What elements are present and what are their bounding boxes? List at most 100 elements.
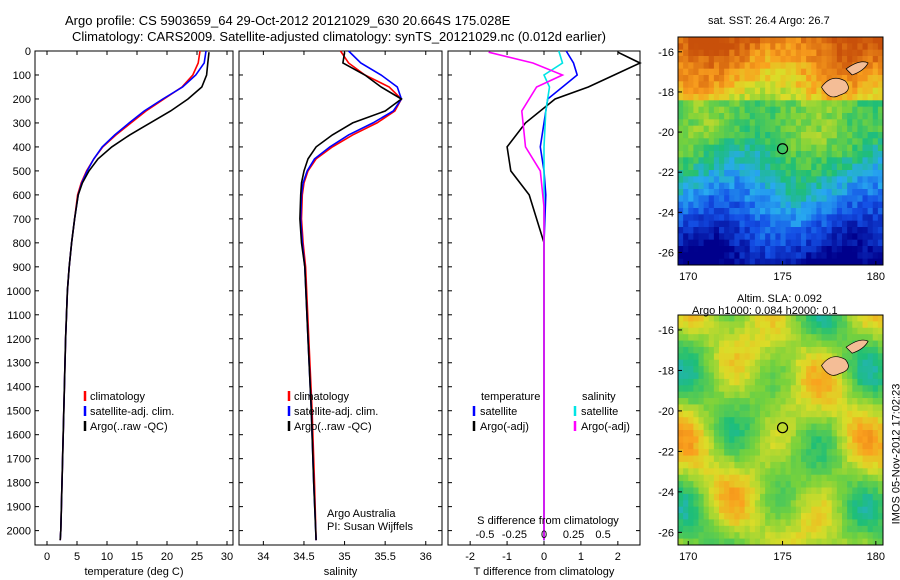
sla-cell [719,398,725,405]
sst-cell [806,252,812,260]
sst-cell [739,170,746,177]
sst-cell [795,220,802,228]
sla-cell [836,385,843,393]
sst-cell [806,113,812,120]
sst-cell [862,233,869,241]
sst-cell [877,37,884,44]
sst-cell [790,132,797,139]
sla-cell [688,340,694,348]
sla-cell [801,404,807,412]
sst-cell [862,68,869,76]
sst-cell [867,176,874,184]
sst-cell [708,151,715,158]
sst-cell [770,119,776,127]
sla-cell [872,436,879,444]
sla-cell [831,442,838,450]
sst-cell [744,125,751,133]
sla-cell [867,442,874,450]
sla-cell [760,481,766,488]
sst-cell [770,100,776,108]
sla-cell [734,423,740,431]
sst-cell [775,246,781,253]
sst-cell [708,144,715,152]
sst-cell [729,182,735,190]
sla-cell [801,334,807,341]
sla-cell [780,493,787,501]
sst-cell [857,37,863,44]
sst-cell [713,43,720,51]
sst-cell [724,252,730,260]
sla-cell [842,423,848,431]
sla-cell [754,404,761,412]
y-tick-label: 900 [13,262,31,274]
sla-cell [816,372,822,380]
sla-cell [693,359,699,367]
sst-cell [862,113,869,120]
sst-cell [780,37,787,44]
sst-cell [724,239,730,247]
sla-cell [698,315,705,322]
sst-cell [857,144,863,152]
sst-cell [678,151,684,158]
sla-cell [734,474,740,482]
sla-cell [739,346,746,354]
sst-cell [775,125,781,133]
sst-cell [703,43,710,51]
sst-cell [862,239,869,247]
sla-cell [678,468,684,476]
sla-cell [847,474,853,482]
sst-cell [713,233,720,241]
sst-cell [739,220,746,228]
sst-cell [826,144,833,152]
sla-cell [683,417,689,425]
sst-cell [729,125,735,133]
sla-cell [770,315,776,322]
sla-cell [872,334,879,341]
sla-cell [760,461,766,469]
sst-cell [724,94,730,101]
sla-cell [867,532,874,540]
sst-cell [765,49,771,57]
sla-cell [852,372,858,380]
sla-cell [836,500,843,508]
sla-cell [826,404,833,412]
sst-cell [877,258,884,266]
sla-cell [775,372,781,380]
sst-cell [831,233,838,241]
sst-cell [811,170,817,177]
sla-cell [724,404,730,412]
x-axis-label-differences: T difference from climatology [474,566,615,578]
sst-cell [795,62,802,70]
sst-cell [760,62,766,70]
sst-cell [867,214,874,222]
sla-cell [780,378,787,386]
sst-cell [816,132,822,139]
sst-cell [739,189,746,196]
sst-cell [872,157,879,165]
sla-cell [703,353,710,361]
sla-cell [816,404,822,412]
sla-cell [729,385,735,393]
sst-cell [790,138,797,146]
sst-cell [816,106,822,114]
sla-cell [790,442,797,450]
sst-cell [719,132,725,139]
sst-cell [872,201,879,209]
sst-cell [708,239,715,247]
sla-cell [790,430,797,437]
sla-cell [760,449,766,456]
sla-cell [678,487,684,495]
sst-cell [785,189,792,196]
sst-cell [719,220,725,228]
sst-cell [734,100,740,108]
sst-cell [842,214,848,222]
sst-cell [739,94,746,101]
sla-cell [770,455,776,463]
sst-cell [693,258,699,266]
sla-cell [872,481,879,488]
sla-cell [719,366,725,373]
sla-cell [862,436,869,444]
sla-cell [780,385,787,393]
sla-cell [806,487,812,495]
sst-cell [770,201,776,209]
